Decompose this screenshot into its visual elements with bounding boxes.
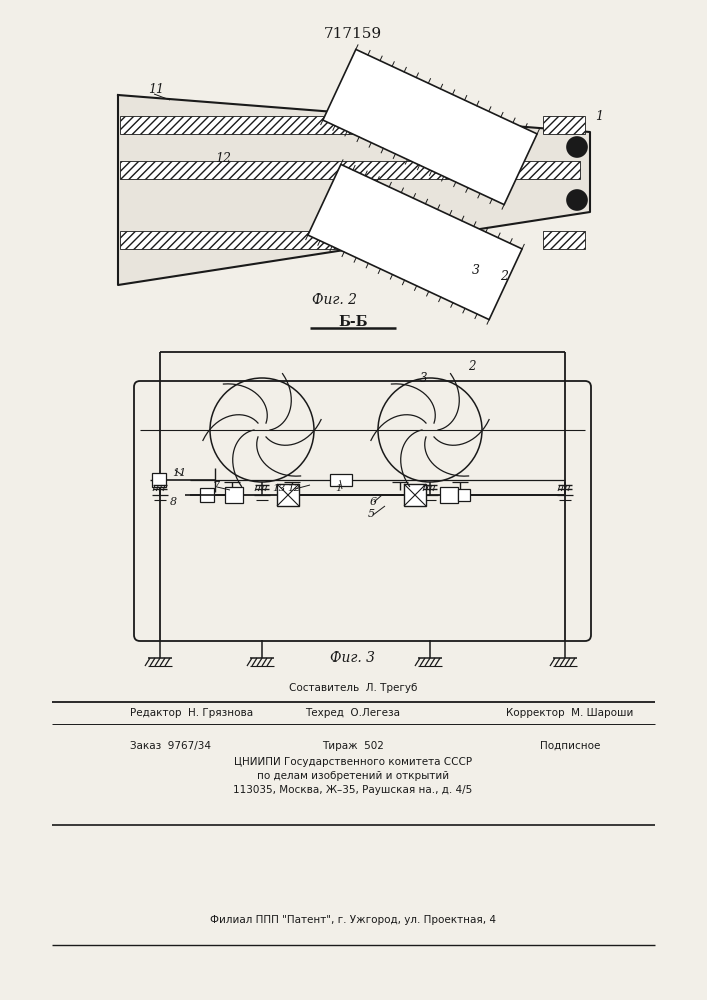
Text: Техред  О.Легеза: Техред О.Легеза xyxy=(305,708,400,718)
Text: 1: 1 xyxy=(595,110,603,123)
Text: Б-Б: Б-Б xyxy=(338,315,368,329)
Polygon shape xyxy=(308,164,522,320)
Text: 11: 11 xyxy=(148,83,164,96)
Text: Составитель  Л. Трегуб: Составитель Л. Трегуб xyxy=(289,683,417,693)
Bar xyxy=(225,487,243,503)
Circle shape xyxy=(573,143,581,151)
Polygon shape xyxy=(118,95,590,285)
Bar xyxy=(404,484,426,506)
Bar xyxy=(200,488,214,502)
Text: 3: 3 xyxy=(420,372,428,385)
Text: 1: 1 xyxy=(335,484,341,493)
Bar xyxy=(120,231,405,249)
Bar xyxy=(120,116,388,134)
Text: 13: 13 xyxy=(272,484,285,493)
Text: 12: 12 xyxy=(215,152,231,165)
Circle shape xyxy=(573,196,581,204)
Text: 8: 8 xyxy=(170,497,177,507)
Circle shape xyxy=(567,137,587,157)
Text: Фиг. 3: Фиг. 3 xyxy=(330,651,375,665)
Bar xyxy=(543,231,585,249)
Text: 3: 3 xyxy=(472,264,480,277)
Bar xyxy=(330,474,352,486)
Text: Фиг. 2: Фиг. 2 xyxy=(312,293,358,307)
Text: 717159: 717159 xyxy=(324,27,382,41)
Text: ЦНИИПИ Государственного комитета СССР: ЦНИИПИ Государственного комитета СССР xyxy=(234,757,472,767)
Bar xyxy=(543,116,585,134)
Text: 11: 11 xyxy=(172,468,186,478)
Text: Заказ  9767/34: Заказ 9767/34 xyxy=(130,741,211,751)
Bar xyxy=(120,161,580,179)
Bar xyxy=(277,484,299,506)
Bar xyxy=(152,473,166,487)
Text: 2: 2 xyxy=(500,270,508,283)
Text: по делам изобретений и открытий: по делам изобретений и открытий xyxy=(257,771,449,781)
Bar xyxy=(458,489,470,501)
Text: 2: 2 xyxy=(468,360,476,373)
Text: 12: 12 xyxy=(287,484,300,493)
Text: Редактор  Н. Грязнова: Редактор Н. Грязнова xyxy=(130,708,253,718)
Text: Подписное: Подписное xyxy=(540,741,600,751)
Text: Корректор  М. Шароши: Корректор М. Шароши xyxy=(506,708,633,718)
Text: Тираж  502: Тираж 502 xyxy=(322,741,384,751)
Polygon shape xyxy=(323,49,537,205)
Bar xyxy=(440,487,458,503)
Text: 7: 7 xyxy=(213,481,220,491)
Text: Филиал ППП "Патент", г. Ужгород, ул. Проектная, 4: Филиал ППП "Патент", г. Ужгород, ул. Про… xyxy=(210,915,496,925)
Text: 6: 6 xyxy=(370,497,377,507)
Circle shape xyxy=(567,190,587,210)
Text: 113035, Москва, Ж–35, Раушская на., д. 4/5: 113035, Москва, Ж–35, Раушская на., д. 4… xyxy=(233,785,472,795)
Text: 5: 5 xyxy=(368,509,375,519)
